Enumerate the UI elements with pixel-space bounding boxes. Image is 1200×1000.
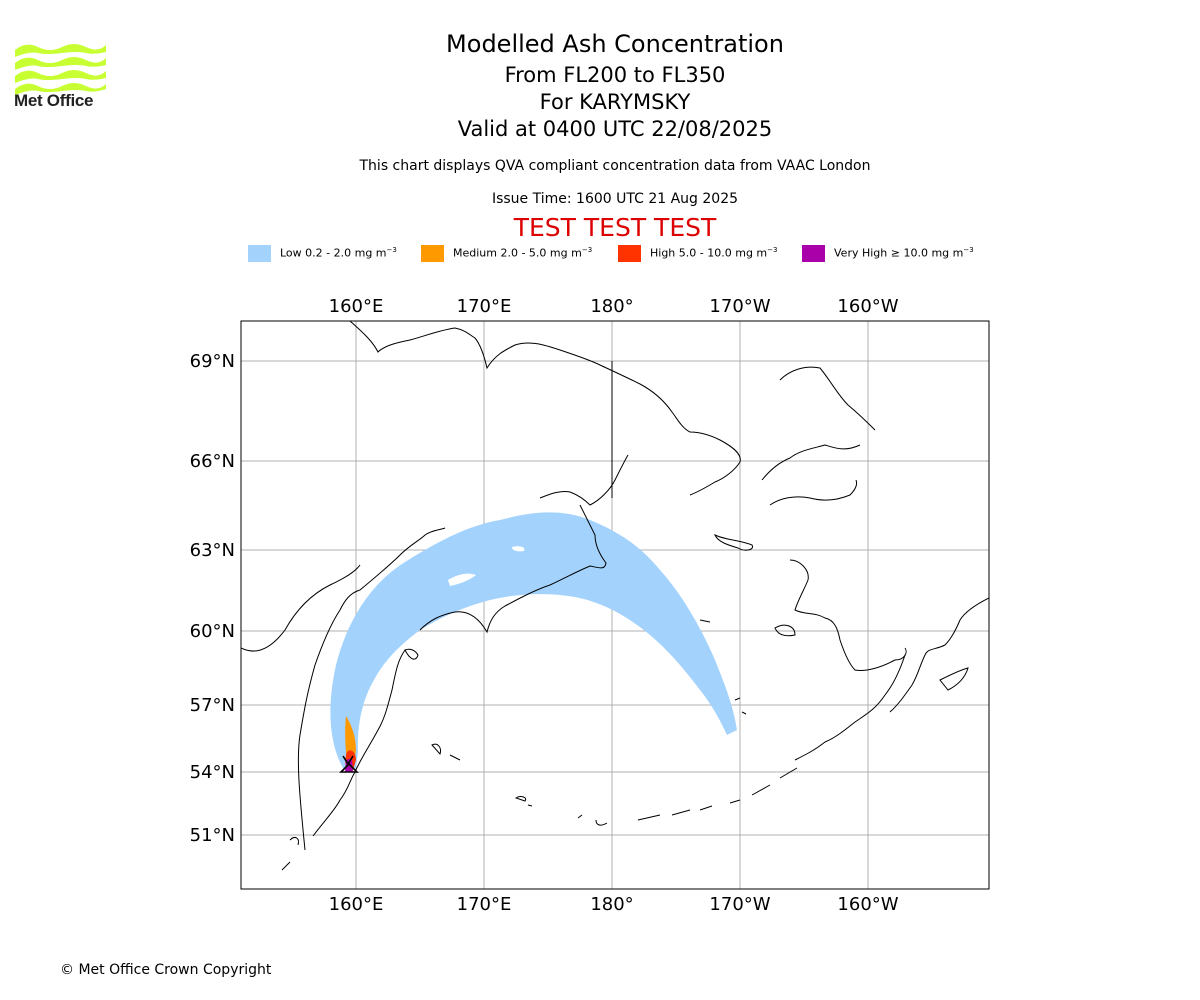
lon-label-bottom: 160°E — [329, 894, 384, 915]
legend-swatch-medium — [421, 245, 444, 262]
lon-label-bottom: 170°W — [709, 894, 770, 915]
lon-label-top: 160°W — [837, 296, 898, 317]
lat-label: 66°N — [190, 451, 235, 472]
lat-label: 54°N — [190, 762, 235, 783]
chart-title: Modelled Ash Concentration — [446, 30, 784, 58]
lon-label-bottom: 180° — [590, 894, 633, 915]
test-banner: TEST TEST TEST — [513, 213, 717, 242]
logo-text: Met Office — [14, 91, 94, 110]
axis-labels: 160°E 170°E 180° 170°W 160°W 160°E 170°E… — [190, 296, 899, 915]
legend-label-low: Low 0.2 - 2.0 mg m−3 — [280, 246, 397, 260]
legend-label-medium: Medium 2.0 - 5.0 mg m−3 — [453, 246, 593, 260]
valid-time: Valid at 0400 UTC 22/08/2025 — [457, 117, 773, 141]
flight-levels: From FL200 to FL350 — [504, 63, 726, 87]
legend-swatch-high — [618, 245, 641, 262]
lon-label-top: 180° — [590, 296, 633, 317]
lon-label-top: 160°E — [329, 296, 384, 317]
met-office-logo — [15, 44, 106, 95]
lon-label-top: 170°W — [709, 296, 770, 317]
lat-label: 63°N — [190, 540, 235, 561]
qva-note: This chart displays QVA compliant concen… — [359, 158, 871, 174]
lon-label-bottom: 160°W — [837, 894, 898, 915]
lat-label: 60°N — [190, 621, 235, 642]
volcano-name: For KARYMSKY — [539, 90, 691, 114]
legend-label-very-high: Very High ≥ 10.0 mg m−3 — [834, 246, 974, 260]
lat-label: 69°N — [190, 351, 235, 372]
coastlines — [241, 321, 989, 871]
lat-label: 57°N — [190, 695, 235, 716]
legend-swatch-low — [248, 245, 271, 262]
lon-label-top: 170°E — [457, 296, 512, 317]
volcano-triangle-icon — [339, 755, 359, 773]
issue-time: Issue Time: 1600 UTC 21 Aug 2025 — [491, 191, 739, 207]
legend-swatch-very-high — [802, 245, 825, 262]
lat-label: 51°N — [190, 825, 235, 846]
gridlines — [241, 321, 989, 889]
lon-label-bottom: 170°E — [457, 894, 512, 915]
legend-label-high: High 5.0 - 10.0 mg m−3 — [650, 246, 778, 260]
ash-plume-low — [330, 512, 737, 768]
copyright: © Met Office Crown Copyright — [60, 962, 272, 978]
